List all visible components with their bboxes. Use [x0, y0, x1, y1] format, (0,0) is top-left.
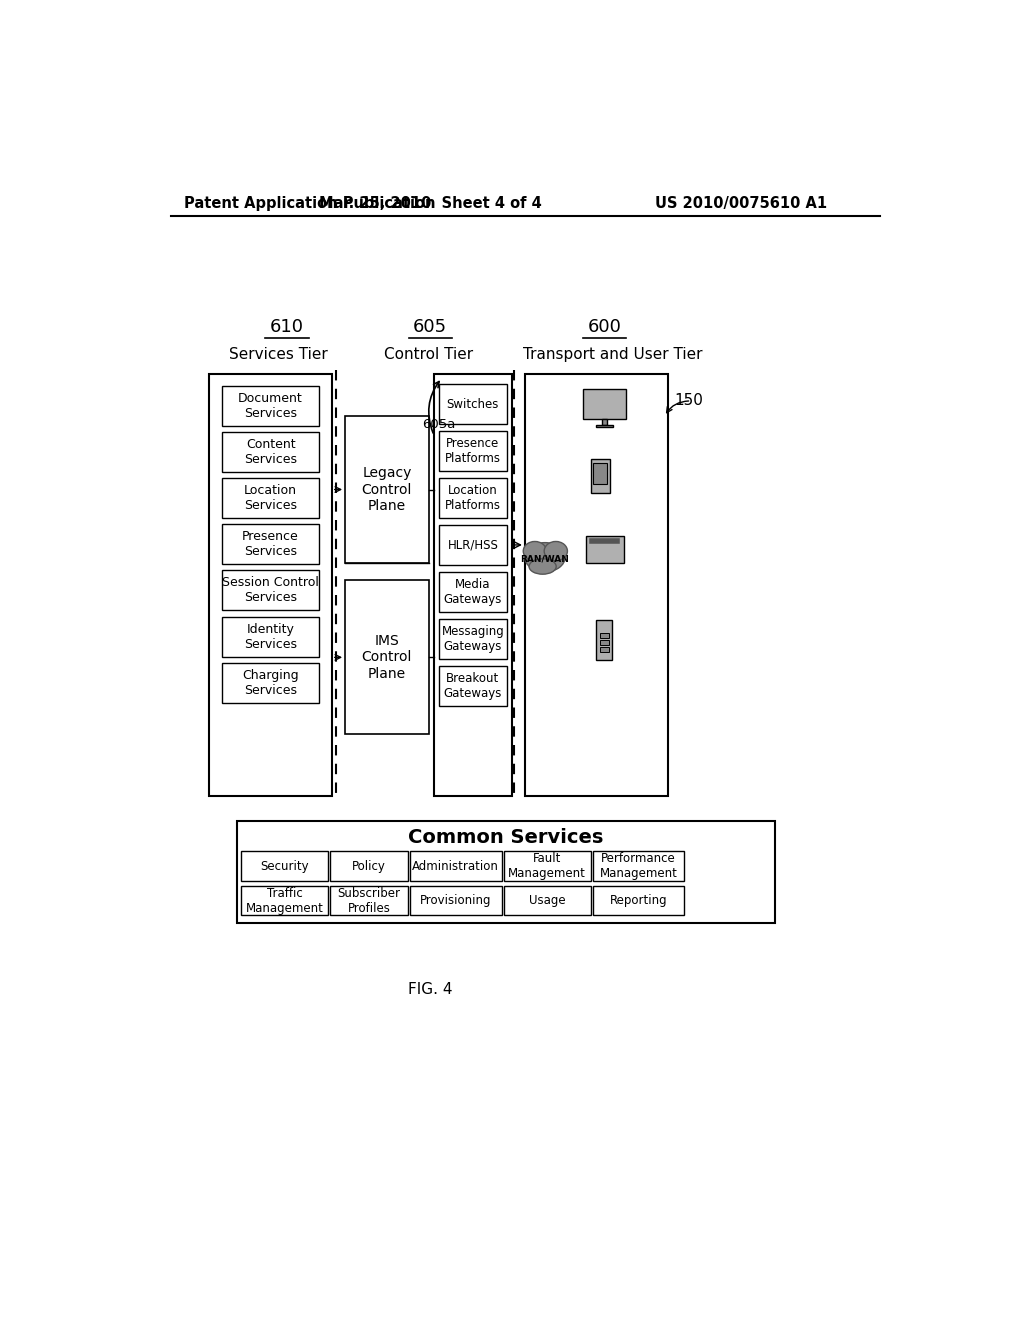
- Text: HLR/HSS: HLR/HSS: [447, 539, 499, 552]
- Bar: [504, 886, 591, 915]
- Text: Location
Platforms: Location Platforms: [444, 484, 501, 512]
- Text: Location
Services: Location Services: [244, 484, 297, 512]
- Text: Transport and User Tier: Transport and User Tier: [523, 347, 702, 363]
- Bar: [331, 851, 408, 880]
- Text: 610: 610: [270, 318, 304, 335]
- Bar: [596, 425, 612, 428]
- Text: 600: 600: [588, 318, 622, 335]
- Bar: [438, 432, 507, 471]
- Bar: [438, 478, 507, 517]
- Text: 150: 150: [675, 393, 703, 408]
- Bar: [597, 620, 612, 660]
- Bar: [602, 420, 607, 425]
- Bar: [331, 886, 408, 915]
- Bar: [222, 616, 319, 656]
- Text: Performance
Management: Performance Management: [600, 851, 678, 880]
- Bar: [222, 524, 319, 564]
- Text: Document
Services: Document Services: [239, 392, 303, 420]
- Bar: [241, 851, 328, 880]
- Text: Policy: Policy: [352, 859, 386, 873]
- Bar: [222, 432, 319, 471]
- Ellipse shape: [544, 541, 567, 561]
- Text: Control Tier: Control Tier: [384, 347, 473, 363]
- Text: Presence
Platforms: Presence Platforms: [444, 437, 501, 465]
- Text: Charging
Services: Charging Services: [243, 669, 299, 697]
- Text: Provisioning: Provisioning: [420, 894, 492, 907]
- Text: 605a: 605a: [423, 417, 456, 430]
- Ellipse shape: [525, 543, 565, 572]
- Bar: [222, 385, 319, 425]
- Bar: [438, 665, 507, 706]
- Text: IMS
Control
Plane: IMS Control Plane: [361, 634, 412, 681]
- Bar: [438, 619, 507, 659]
- Bar: [222, 570, 319, 610]
- Text: Legacy
Control
Plane: Legacy Control Plane: [361, 466, 412, 512]
- Text: Fault
Management: Fault Management: [508, 851, 586, 880]
- Ellipse shape: [523, 541, 547, 561]
- Text: Usage: Usage: [529, 894, 565, 907]
- Bar: [237, 821, 775, 923]
- Ellipse shape: [529, 558, 556, 574]
- Text: Subscriber
Profiles: Subscriber Profiles: [338, 887, 400, 915]
- Text: Content
Services: Content Services: [244, 438, 297, 466]
- Text: Messaging
Gateways: Messaging Gateways: [441, 624, 504, 653]
- Bar: [241, 886, 328, 915]
- Text: Patent Application Publication: Patent Application Publication: [183, 195, 435, 211]
- Bar: [584, 389, 626, 420]
- Bar: [524, 374, 669, 796]
- Bar: [438, 572, 507, 612]
- Bar: [345, 581, 429, 734]
- Text: 605: 605: [414, 318, 447, 335]
- Bar: [600, 640, 609, 645]
- Bar: [593, 462, 607, 484]
- Bar: [586, 536, 624, 564]
- Text: Administration: Administration: [413, 859, 500, 873]
- Text: Security: Security: [260, 859, 309, 873]
- Text: Switches: Switches: [446, 397, 499, 411]
- Bar: [209, 374, 332, 796]
- Bar: [222, 478, 319, 517]
- Bar: [591, 459, 610, 494]
- Text: Traffic
Management: Traffic Management: [246, 887, 324, 915]
- Bar: [600, 634, 609, 638]
- Text: Presence
Services: Presence Services: [243, 531, 299, 558]
- Bar: [410, 886, 502, 915]
- Text: FIG. 4: FIG. 4: [408, 982, 453, 998]
- Text: Common Services: Common Services: [409, 828, 603, 847]
- Bar: [438, 525, 507, 565]
- Bar: [434, 374, 512, 796]
- Bar: [410, 851, 502, 880]
- Text: Breakout
Gateways: Breakout Gateways: [443, 672, 502, 700]
- Bar: [345, 416, 429, 562]
- Text: Reporting: Reporting: [610, 894, 668, 907]
- Text: US 2010/0075610 A1: US 2010/0075610 A1: [655, 195, 827, 211]
- Text: Services Tier: Services Tier: [228, 347, 328, 363]
- Bar: [600, 647, 609, 652]
- Text: Media
Gateways: Media Gateways: [443, 578, 502, 606]
- Bar: [593, 851, 684, 880]
- Text: Mar. 25, 2010  Sheet 4 of 4: Mar. 25, 2010 Sheet 4 of 4: [318, 195, 542, 211]
- Text: RAN/WAN: RAN/WAN: [520, 554, 569, 564]
- Bar: [593, 886, 684, 915]
- Bar: [438, 384, 507, 424]
- Text: Identity
Services: Identity Services: [244, 623, 297, 651]
- Bar: [504, 851, 591, 880]
- Bar: [222, 663, 319, 702]
- Text: Session Control
Services: Session Control Services: [222, 577, 319, 605]
